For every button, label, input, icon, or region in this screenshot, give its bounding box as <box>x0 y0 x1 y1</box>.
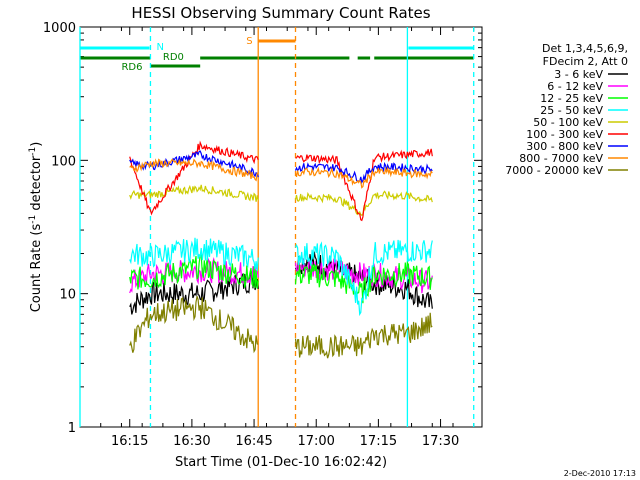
series-line <box>129 158 259 182</box>
x-axis-ticks: 16:15 16:30 16:45 17:00 17:15 17:30 <box>79 27 475 449</box>
legend-entry-label: 7000 - 20000 keV <box>505 164 603 177</box>
series-line <box>295 148 433 222</box>
x-axis-label: Start Time (01-Dec-10 16:02:42) <box>175 455 387 470</box>
y-axis-label: Count Rate (s-1 detector-1) <box>28 142 44 313</box>
legend-entry-label: 50 - 100 keV <box>533 116 603 129</box>
y-label-part: ) <box>29 142 44 147</box>
saa-flag-label: S <box>246 36 252 47</box>
chart-title: HESSI Observing Summary Count Rates <box>131 4 430 22</box>
series-line <box>294 251 433 309</box>
series-line <box>129 254 259 290</box>
legend: Det 1,3,4,5,6,9, FDecim 2, Att 0 3 - 6 k… <box>505 42 628 177</box>
plot-frame <box>79 26 483 428</box>
series-line <box>129 270 259 315</box>
flag-markers <box>79 27 475 427</box>
series-line <box>129 296 259 354</box>
legend-entry-label: 100 - 300 keV <box>526 128 603 141</box>
legend-entry-label: 800 - 7000 keV <box>519 152 603 165</box>
rd0-flag-label: RD0 <box>163 52 184 63</box>
rd6-flag-label: RD6 <box>121 62 142 73</box>
x-tick-label: 16:45 <box>235 434 272 449</box>
x-tick-label: 16:15 <box>111 434 148 449</box>
series-line <box>294 161 433 184</box>
series-line <box>294 312 433 359</box>
series-line <box>129 184 259 202</box>
series-lines <box>129 140 433 359</box>
y-label-part: detector <box>29 155 44 215</box>
legend-header-line: Det 1,3,4,5,6,9, <box>542 42 628 55</box>
y-label-sup: -1 <box>28 215 38 224</box>
series-line <box>129 237 259 272</box>
legend-entry-label: 3 - 6 keV <box>554 68 603 81</box>
y-axis-ticks: 1 10 100 1000 <box>43 21 482 436</box>
y-tick-label: 1000 <box>43 21 76 36</box>
y-tick-label: 10 <box>59 288 76 303</box>
series-line <box>294 239 433 317</box>
series-line <box>294 166 433 189</box>
x-tick-label: 17:30 <box>422 434 459 449</box>
series-line <box>294 260 433 304</box>
x-tick-label: 16:30 <box>173 434 210 449</box>
y-label-part: Count Rate (s <box>29 224 44 313</box>
legend-header-line: FDecim 2, Att 0 <box>543 55 628 68</box>
footer-date: 2-Dec-2010 17:13 <box>564 469 636 478</box>
legend-entry-label: 6 - 12 keV <box>547 80 603 93</box>
legend-entry-label: 300 - 800 keV <box>526 140 603 153</box>
y-tick-label: 1 <box>68 421 76 436</box>
y-tick-label: 100 <box>51 154 76 169</box>
legend-entry-label: 25 - 50 keV <box>540 104 603 117</box>
x-tick-label: 17:00 <box>297 434 334 449</box>
night-flag-label: N <box>156 42 163 53</box>
legend-entry-label: 12 - 25 keV <box>540 92 603 105</box>
x-tick-label: 17:15 <box>360 434 397 449</box>
y-label-sup: -1 <box>28 147 38 156</box>
